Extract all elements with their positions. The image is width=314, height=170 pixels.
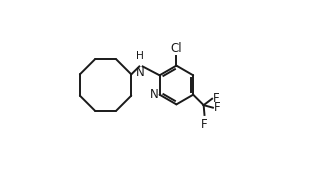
Text: N: N bbox=[136, 66, 144, 79]
Text: N: N bbox=[149, 88, 158, 101]
Text: Cl: Cl bbox=[171, 42, 182, 55]
Text: F: F bbox=[213, 92, 220, 105]
Text: H: H bbox=[136, 51, 144, 61]
Text: F: F bbox=[201, 118, 208, 131]
Text: F: F bbox=[214, 101, 220, 114]
